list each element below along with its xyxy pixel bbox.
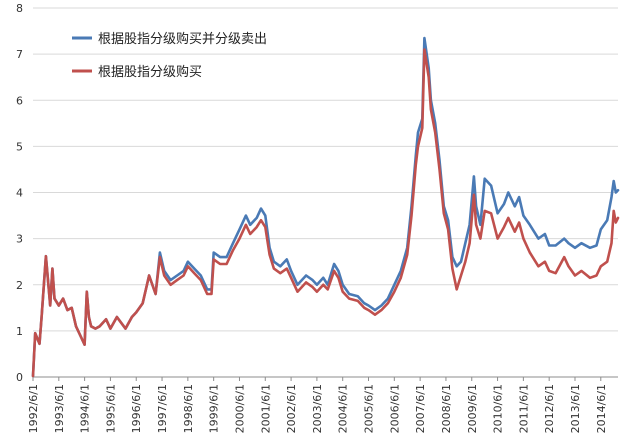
y-axis-tick-labels: 0 1 2 3 4 5 6 7 8 xyxy=(16,2,23,384)
x-tick-label-2004-6-1: 2004/6/1 xyxy=(337,384,350,433)
y-tick-label-5: 5 xyxy=(16,140,23,153)
x-tick-label-2002-6-1: 2002/6/1 xyxy=(285,384,298,433)
y-tick-label-7: 7 xyxy=(16,48,23,61)
x-tick-label-2001-6-1: 2001/6/1 xyxy=(259,384,272,433)
x-tick-label-2012-6-1: 2012/6/1 xyxy=(543,384,556,433)
x-tick-label-1994-6-1: 1994/6/1 xyxy=(79,384,92,433)
x-tick-label-2008-6-1: 2008/6/1 xyxy=(440,384,453,433)
legend-label-buy-only: 根据股指分级购买 xyxy=(98,64,202,80)
x-tick-label-1996-6-1: 1996/6/1 xyxy=(130,384,143,433)
y-tick-label-4: 4 xyxy=(16,187,23,200)
x-tick-label-2013-6-1: 2013/6/1 xyxy=(569,384,582,433)
x-tick-label-2005-6-1: 2005/6/1 xyxy=(363,384,376,433)
gridlines xyxy=(33,7,618,332)
x-tick-label-1992-6-1: 1992/6/1 xyxy=(27,384,40,433)
x-tick-label-1997-6-1: 1997/6/1 xyxy=(156,384,169,433)
series-line-1 xyxy=(31,48,620,378)
series-lines xyxy=(31,36,620,378)
x-tick-label-1998-6-1: 1998/6/1 xyxy=(182,384,195,433)
x-axis-tick-labels: 1992/6/1 1993/6/1 1994/6/1 1995/6/1 1996/6/1… xyxy=(27,377,608,433)
y-tick-label-3: 3 xyxy=(16,233,23,246)
x-tick-label-1995-6-1: 1995/6/1 xyxy=(104,384,117,433)
x-tick-label-2009-6-1: 2009/6/1 xyxy=(466,384,479,433)
x-tick-label-2014-6-1: 2014/6/1 xyxy=(595,384,608,433)
legend: 根据股指分级购买并分级卖出 根据股指分级购买 xyxy=(72,31,267,80)
y-tick-label-6: 6 xyxy=(16,94,23,107)
y-tick-label-0: 0 xyxy=(16,371,23,384)
x-tick-label-2010-6-1: 2010/6/1 xyxy=(492,384,505,433)
x-tick-label-1999-6-1: 1999/6/1 xyxy=(208,384,221,433)
x-tick-label-2007-6-1: 2007/6/1 xyxy=(414,384,427,433)
legend-label-buy-and-sell: 根据股指分级购买并分级卖出 xyxy=(98,31,267,47)
x-tick-label-2000-6-1: 2000/6/1 xyxy=(233,384,246,433)
x-tick-label-2011-6-1: 2011/6/1 xyxy=(517,384,530,433)
x-tick-label-2006-6-1: 2006/6/1 xyxy=(388,384,401,433)
x-tick-label-2003-6-1: 2003/6/1 xyxy=(311,384,324,433)
y-tick-label-1: 1 xyxy=(16,325,23,338)
series-line-0 xyxy=(31,36,620,378)
y-tick-label-2: 2 xyxy=(16,279,23,292)
x-tick-label-1993-6-1: 1993/6/1 xyxy=(53,384,66,433)
y-tick-label-8: 8 xyxy=(16,2,23,15)
